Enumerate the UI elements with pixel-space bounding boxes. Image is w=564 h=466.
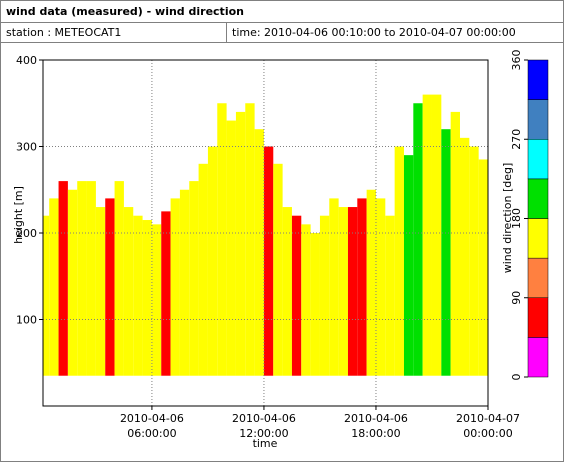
x-tick-label: 2010-04-06 <box>232 412 296 425</box>
column <box>375 198 386 376</box>
column <box>123 207 134 376</box>
plot-border <box>42 59 489 407</box>
column <box>394 146 404 376</box>
column <box>459 137 470 376</box>
column <box>403 155 414 376</box>
column <box>133 215 143 376</box>
y-tick-label: 100 <box>16 314 37 327</box>
column <box>161 211 171 376</box>
colorbar-cell <box>527 218 549 259</box>
column <box>338 207 348 376</box>
column <box>347 207 358 376</box>
x-tick-label: 2010-04-07 <box>456 412 520 425</box>
column <box>282 207 292 376</box>
column <box>58 181 68 376</box>
colorbar-cell <box>527 139 549 180</box>
colorbar-cell <box>527 99 549 140</box>
column <box>273 163 283 376</box>
column <box>114 181 124 376</box>
column <box>291 215 302 376</box>
column <box>142 220 152 376</box>
column <box>198 163 208 376</box>
x-tick-label: 2010-04-06 <box>120 412 184 425</box>
x-tick-label: 06:00:00 <box>127 427 176 440</box>
column <box>329 198 339 376</box>
column <box>431 94 442 376</box>
column <box>450 111 460 376</box>
column <box>413 103 423 376</box>
colorbar-cell <box>527 257 549 298</box>
column <box>189 181 199 376</box>
column <box>478 159 488 376</box>
column <box>441 129 451 376</box>
colorbar-cell <box>527 59 549 100</box>
column <box>319 215 330 376</box>
column <box>245 103 255 376</box>
column <box>207 146 218 376</box>
colorbar-tick-label: 360 <box>510 50 523 71</box>
column <box>357 198 367 376</box>
colorbar-label: wind direction [deg] <box>501 163 514 274</box>
column <box>179 189 190 376</box>
colorbar-tick-label: 270 <box>510 129 523 150</box>
x-tick-label: 18:00:00 <box>351 427 400 440</box>
time-range: time: 2010-04-06 00:10:00 to 2010-04-07 … <box>232 26 516 39</box>
column <box>86 181 96 376</box>
column <box>226 120 236 376</box>
column <box>217 103 227 376</box>
column <box>301 224 311 376</box>
colorbar-tick-label: 0 <box>510 374 523 381</box>
colorbar-cell <box>527 178 549 219</box>
column <box>151 224 162 376</box>
title: wind data (measured) - wind direction <box>6 5 244 18</box>
x-tick-label: 00:00:00 <box>463 427 512 440</box>
colorbar-cell <box>527 337 549 378</box>
column <box>310 233 320 376</box>
colorbar-tick-label: 90 <box>510 291 523 305</box>
y-tick-label: 300 <box>16 141 37 154</box>
y-tick-label: 200 <box>16 227 37 240</box>
column <box>49 198 59 376</box>
column <box>263 146 274 376</box>
column <box>385 215 395 376</box>
column <box>43 215 50 376</box>
column <box>95 207 106 376</box>
column <box>235 111 246 376</box>
x-tick-label: 12:00:00 <box>239 427 288 440</box>
column <box>170 198 180 376</box>
x-tick-label: 2010-04-06 <box>344 412 408 425</box>
column <box>254 129 264 376</box>
y-tick-label: 400 <box>16 54 37 67</box>
colorbar-tick-label: 180 <box>510 208 523 229</box>
colorbar-cell <box>527 297 549 338</box>
column <box>105 198 115 376</box>
column <box>67 189 78 376</box>
column <box>366 189 376 376</box>
column <box>422 94 432 376</box>
column <box>469 146 479 376</box>
column <box>77 181 87 376</box>
y-label: height [m] <box>12 186 25 244</box>
x-label: time <box>253 437 278 450</box>
station: station : METEOCAT1 <box>6 26 121 39</box>
